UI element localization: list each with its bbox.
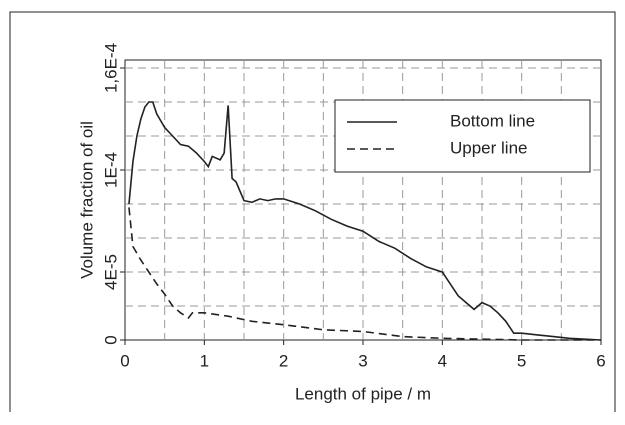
x-tick-label: 0 xyxy=(120,351,129,370)
x-tick-label: 4 xyxy=(438,351,447,370)
x-tick-label: 3 xyxy=(358,351,367,370)
y-tick-label: 1E-4 xyxy=(101,152,120,188)
legend-label: Upper line xyxy=(450,138,528,157)
data-line xyxy=(128,207,601,341)
y-tick-label: 4E-5 xyxy=(101,254,120,290)
legend-box xyxy=(334,99,591,173)
x-tick-label: 1 xyxy=(200,351,209,370)
x-axis-title: Length of pipe / m xyxy=(295,384,431,403)
data-line xyxy=(128,101,602,341)
y-tick-label: 1,6E-4 xyxy=(101,43,120,93)
x-tick-label: 5 xyxy=(517,351,526,370)
figure-frame xyxy=(9,11,616,412)
x-tick-label: 2 xyxy=(279,351,288,370)
legend-label: Bottom line xyxy=(450,111,535,130)
y-tick-label: 0 xyxy=(101,335,120,344)
y-axis-title: Volume fraction of oil xyxy=(77,121,96,279)
x-tick-label: 6 xyxy=(596,351,605,370)
